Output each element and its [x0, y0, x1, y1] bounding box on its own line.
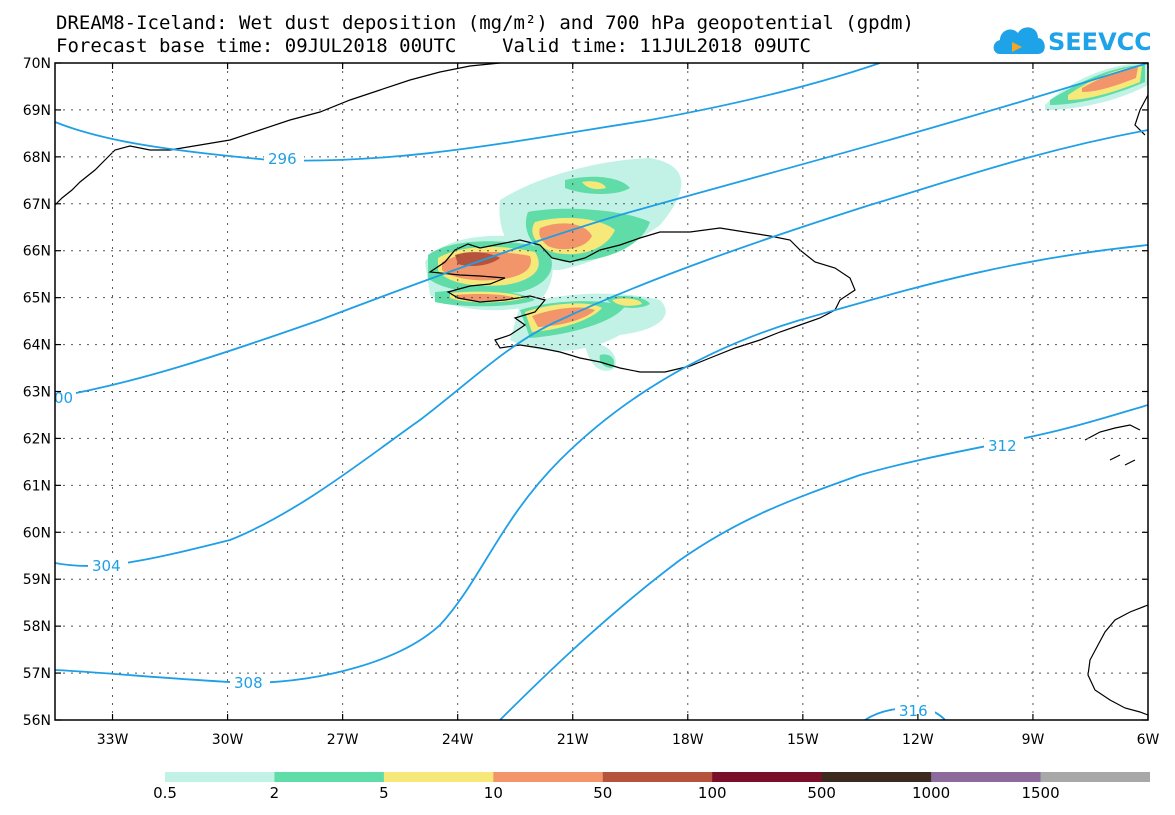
dust-deposition-field — [425, 63, 1148, 371]
latitude-label: 66N — [23, 244, 51, 260]
latitude-label: 70N — [23, 56, 51, 72]
latitude-label: 61N — [23, 478, 51, 494]
seevccc-logo: SEEVCCC — [993, 27, 1150, 56]
contour-300 — [55, 63, 1148, 398]
longitude-label: 6W — [1137, 732, 1160, 748]
longitude-label: 15W — [787, 732, 819, 748]
norway-coast — [1134, 94, 1149, 136]
latitude-label: 57N — [23, 666, 51, 682]
contour-label-300: 00 — [54, 389, 73, 407]
longitude-label: 33W — [97, 732, 129, 748]
colorbar-label: 0.5 — [153, 784, 177, 802]
contour-labels: 296 00 304 308 312 316 — [52, 150, 1024, 720]
contour-312 — [499, 404, 1148, 720]
contour-label-304: 304 — [92, 557, 121, 575]
colorbar-label: 100 — [697, 784, 727, 802]
colorbar-swatch — [821, 772, 932, 782]
cloud-logo-icon — [993, 27, 1045, 54]
faroe-shetland-coast — [1084, 424, 1141, 466]
longitude-label: 9W — [1022, 732, 1045, 748]
colorbar-label: 50 — [593, 784, 613, 802]
colorbar-swatch — [165, 772, 275, 782]
colorbar-label: 1000 — [912, 784, 951, 802]
colorbar-label: 5 — [379, 784, 389, 802]
contour-label-296: 296 — [268, 150, 297, 168]
contour-label-316: 316 — [899, 702, 928, 720]
latitude-label: 65N — [23, 291, 51, 307]
contour-label-312: 312 — [988, 437, 1017, 455]
graticule — [55, 63, 1148, 720]
latitude-label: 59N — [23, 572, 51, 588]
axis-ticks — [55, 62, 1149, 721]
scotland-coastline — [1087, 604, 1149, 716]
coastlines — [54, 62, 1149, 716]
colorbar-label: 1500 — [1021, 784, 1060, 802]
colorbar — [165, 772, 1150, 782]
map-subtitle: Forecast base time: 09JUL2018 00UTC Vali… — [56, 35, 811, 57]
latitude-label: 62N — [23, 431, 51, 447]
contour-304 — [55, 129, 1148, 567]
latitude-label: 56N — [23, 713, 51, 729]
latitude-labels: 70N 69N 68N 67N 66N 65N 64N 63N 62N 61N 60N 59N 58N 5… — [23, 56, 51, 729]
colorbar-label: 500 — [807, 784, 836, 802]
longitude-labels: 33W 30W 27W 24W 21W 18W 15W 12W 9W 6W — [97, 732, 1160, 748]
contour-296 — [55, 63, 881, 162]
dust-level-50 — [455, 252, 500, 266]
latitude-label: 63N — [23, 385, 51, 401]
latitude-label: 64N — [23, 338, 51, 354]
colorbar-label: 2 — [269, 784, 280, 802]
logo-text: SEEVCCC — [1048, 28, 1150, 56]
longitude-label: 30W — [212, 732, 244, 748]
longitude-label: 24W — [442, 732, 474, 748]
contour-label-308: 308 — [234, 674, 263, 692]
latitude-label: 69N — [23, 103, 51, 119]
greenland-coastline — [54, 62, 501, 206]
colorbar-swatch — [383, 772, 494, 782]
colorbar-swatch — [274, 772, 385, 782]
map-title: DREAM8-Iceland: Wet dust deposition (mg/… — [56, 12, 914, 34]
colorbar-swatch — [493, 772, 604, 782]
latitude-label: 60N — [23, 525, 51, 541]
colorbar-label: 10 — [483, 784, 503, 802]
latitude-label: 58N — [23, 619, 51, 635]
latitude-label: 67N — [23, 197, 51, 213]
colorbar-swatch — [712, 772, 823, 782]
longitude-label: 21W — [557, 732, 589, 748]
colorbar-swatch — [602, 772, 713, 782]
longitude-label: 12W — [902, 732, 934, 748]
longitude-label: 18W — [672, 732, 704, 748]
latitude-label: 68N — [23, 150, 51, 166]
colorbar-swatch — [931, 772, 1042, 782]
iceland-coastline — [428, 227, 856, 373]
longitude-label: 27W — [327, 732, 359, 748]
colorbar-swatch — [1040, 772, 1150, 782]
